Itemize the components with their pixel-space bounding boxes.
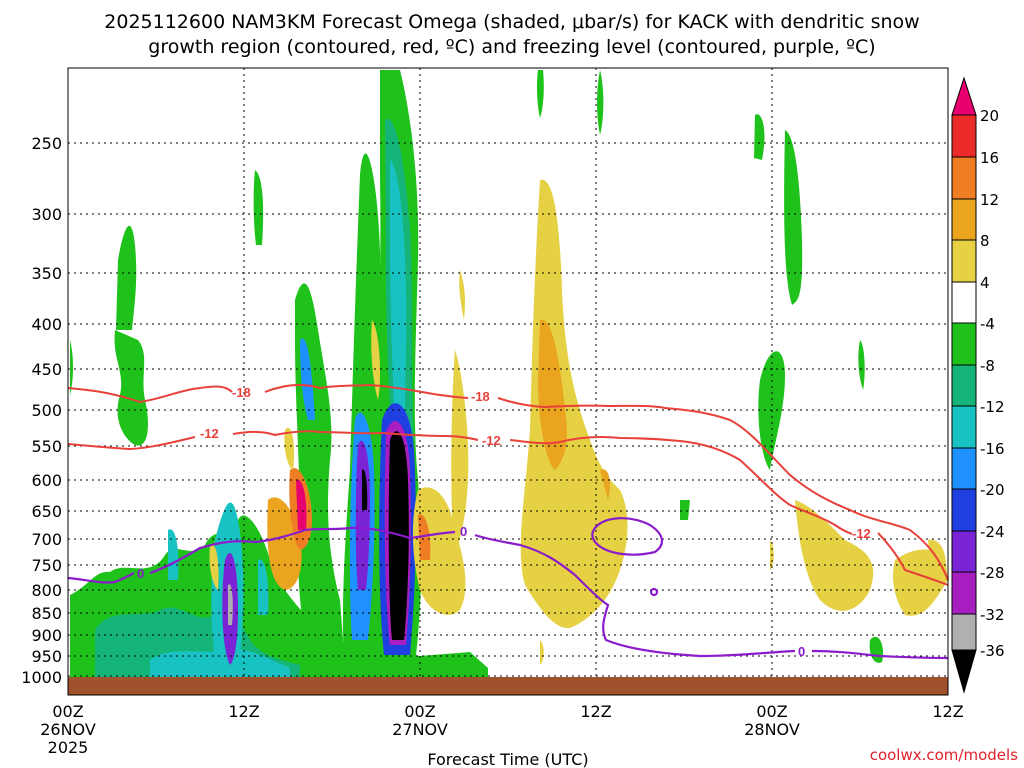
- y-tick-450: 450: [31, 360, 62, 379]
- colorbar: 20 16 12 8 4 -4 -8 -12 -16 -20 -24 -28 -…: [951, 76, 1005, 694]
- label-minus18-b: -18: [471, 389, 490, 404]
- x-tick-0-time: 00Z: [52, 702, 83, 721]
- cb-label-m16: -16: [980, 440, 1005, 458]
- y-tick-950: 950: [31, 647, 62, 666]
- chart-title-line2: growth region (contoured, red, ºC) and f…: [148, 36, 875, 58]
- y-tick-550: 550: [31, 437, 62, 456]
- cb-label-m4: -4: [980, 315, 995, 333]
- ground-surface: [68, 677, 948, 695]
- y-tick-700: 700: [31, 530, 62, 549]
- gridlines: [68, 68, 948, 695]
- contour-minus18: [67, 383, 949, 581]
- colorbar-bin-16-20: [951, 114, 977, 158]
- cb-label-m28: -28: [980, 564, 1005, 582]
- colorbar-bin-m16-m12: [951, 405, 977, 449]
- y-tick-500: 500: [31, 401, 62, 420]
- colorbar-bin-m8-m4: [951, 322, 977, 366]
- x-tick-24-time: 00Z: [404, 702, 435, 721]
- cb-label-m8: -8: [980, 357, 995, 375]
- cb-label-m24: -24: [980, 523, 1005, 541]
- colorbar-bin-m20-m16: [951, 447, 977, 490]
- y-tick-750: 750: [31, 556, 62, 575]
- cb-label-m36: -36: [980, 642, 1005, 660]
- omega-shading: [70, 70, 884, 680]
- cb-label-m32: -32: [980, 606, 1005, 624]
- contour-labels: -18 -18 -12 -12 -12 0 0 0: [137, 385, 871, 659]
- y-tick-400: 400: [31, 315, 62, 334]
- y-tick-600: 600: [31, 471, 62, 490]
- x-tick-12-time: 12Z: [228, 702, 259, 721]
- y-tick-800: 800: [31, 581, 62, 600]
- label-zero-b: 0: [460, 524, 467, 539]
- label-minus12-c: -12: [852, 526, 871, 541]
- colorbar-bin-m32-m28: [951, 571, 977, 615]
- colorbar-bin-m4-4: [951, 281, 977, 324]
- y-tick-850: 850: [31, 604, 62, 623]
- x-tick-48-date: 28NOV: [744, 720, 800, 739]
- label-minus12-b: -12: [482, 433, 501, 448]
- label-zero-c: 0: [798, 644, 805, 659]
- freezing-level-contours: [67, 517, 949, 660]
- cb-label-12: 12: [980, 191, 999, 209]
- contour-zero-main: [67, 526, 949, 660]
- y-tick-900: 900: [31, 626, 62, 645]
- omega-positive-shading: [209, 179, 948, 665]
- label-minus12-a: -12: [200, 426, 219, 441]
- colorbar-bin-12-16: [951, 156, 977, 200]
- cb-label-m12: -12: [980, 398, 1005, 416]
- colorbar-bin-m36-m32: [951, 613, 977, 651]
- colorbar-bin-m28-m24: [951, 530, 977, 573]
- y-tick-300: 300: [31, 205, 62, 224]
- cb-label-20: 20: [980, 107, 999, 125]
- y-tick-1000: 1000: [21, 668, 62, 687]
- chart-title-line1: 2025112600 NAM3KM Forecast Omega (shaded…: [104, 11, 919, 33]
- x-tick-36-time: 12Z: [580, 702, 611, 721]
- credit-link[interactable]: coolwx.com/models: [870, 746, 1018, 764]
- x-axis: 00Z 26NOV 2025 12Z 00Z 27NOV 12Z 00Z 28N…: [40, 702, 963, 768]
- x-tick-60-time: 12Z: [932, 702, 963, 721]
- colorbar-bin-8-12: [951, 198, 977, 241]
- colorbar-bin-4-8: [951, 239, 977, 283]
- contour-minus12: [67, 430, 949, 586]
- cb-label-16: 16: [980, 149, 999, 167]
- cb-label-4: 4: [980, 274, 990, 292]
- contour-zero-closed: [591, 517, 663, 556]
- plot-area: -18 -18 -12 -12 -12 0 0 0: [67, 67, 949, 696]
- x-tick-0-date: 26NOV: [40, 720, 96, 739]
- y-tick-350: 350: [31, 264, 62, 283]
- colorbar-top-arrow: [951, 76, 977, 116]
- x-tick-0-year: 2025: [48, 738, 89, 757]
- y-axis: 250 300 350 400 450 500 550 600 650 700 …: [21, 134, 62, 687]
- label-minus18-a: -18: [232, 385, 251, 400]
- colorbar-bin-m24-m20: [951, 488, 977, 532]
- cb-label-m20: -20: [980, 481, 1005, 499]
- label-zero-a: 0: [137, 566, 144, 581]
- y-tick-650: 650: [31, 502, 62, 521]
- x-tick-24-date: 27NOV: [392, 720, 448, 739]
- x-tick-48-time: 00Z: [756, 702, 787, 721]
- x-axis-label: Forecast Time (UTC): [427, 750, 588, 768]
- cb-label-8: 8: [980, 232, 990, 250]
- y-tick-250: 250: [31, 134, 62, 153]
- colorbar-bin-m12-m8: [951, 364, 977, 407]
- colorbar-bottom-arrow: [951, 649, 977, 694]
- dendritic-contours: [67, 383, 949, 586]
